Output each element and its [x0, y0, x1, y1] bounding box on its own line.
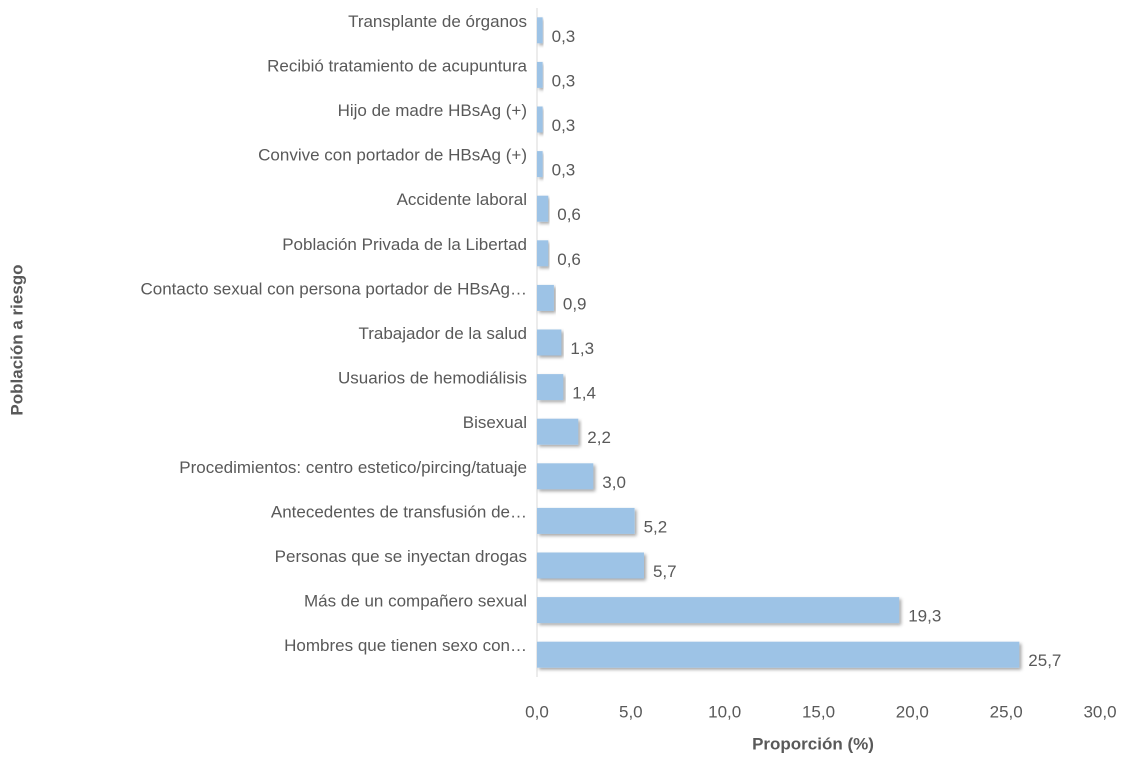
bar — [537, 329, 562, 356]
value-label: 5,2 — [644, 517, 668, 536]
y-tick-label: Usuarios de hemodiálisis — [338, 369, 527, 388]
bar — [537, 463, 594, 490]
y-tick-label: Contacto sexual con persona portador de … — [140, 279, 527, 298]
value-label: 19,3 — [908, 607, 941, 626]
y-tick-label: Procedimientos: centro estetico/pircing/… — [179, 458, 527, 477]
value-label: 0,3 — [552, 161, 576, 180]
y-tick-label: Accidente laboral — [397, 190, 527, 209]
y-tick-label: Hombres que tienen sexo con… — [284, 636, 527, 655]
y-tick-label: Trabajador de la salud — [358, 324, 527, 343]
x-tick-label: 25,0 — [990, 702, 1023, 721]
x-tick-label: 30,0 — [1083, 702, 1116, 721]
bar — [537, 507, 635, 534]
y-tick-label: Hijo de madre HBsAg (+) — [338, 101, 527, 120]
bar — [537, 597, 900, 624]
bar — [537, 106, 543, 133]
bar — [537, 151, 543, 178]
bar — [537, 418, 579, 445]
y-tick-label: Convive con portador de HBsAg (+) — [258, 146, 527, 165]
bar — [537, 17, 543, 44]
bar — [537, 284, 554, 311]
value-label: 2,2 — [587, 428, 611, 447]
x-tick-label: 0,0 — [525, 702, 549, 721]
y-tick-label: Recibió tratamiento de acupuntura — [267, 56, 527, 75]
bar — [537, 641, 1020, 668]
bar — [537, 374, 564, 401]
bar — [537, 240, 549, 267]
value-label: 5,7 — [653, 562, 677, 581]
x-tick-label: 10,0 — [708, 702, 741, 721]
x-axis-label: Proporción (%) — [752, 734, 874, 753]
y-tick-label: Transplante de órganos — [348, 12, 527, 31]
value-label: 1,4 — [572, 384, 596, 403]
value-label: 25,7 — [1028, 651, 1061, 670]
bar — [537, 552, 644, 579]
y-tick-label: Más de un compañero sexual — [304, 592, 527, 611]
bar — [537, 195, 549, 222]
value-label: 0,3 — [552, 116, 576, 135]
value-label: 0,6 — [557, 205, 581, 224]
x-tick-label: 15,0 — [802, 702, 835, 721]
y-axis-label: Población a riesgo — [7, 264, 26, 415]
value-label: 0,3 — [552, 71, 576, 90]
value-label: 3,0 — [602, 473, 626, 492]
y-tick-label: Antecedentes de transfusión de… — [271, 502, 527, 521]
value-label: 0,3 — [552, 27, 576, 46]
y-tick-label: Personas que se inyectan drogas — [275, 547, 527, 566]
y-tick-label: Población Privada de la Libertad — [282, 235, 527, 254]
y-tick-label: Bisexual — [463, 413, 527, 432]
value-label: 1,3 — [570, 339, 594, 358]
x-tick-label: 20,0 — [896, 702, 929, 721]
value-label: 0,6 — [557, 250, 581, 269]
x-tick-label: 5,0 — [619, 702, 643, 721]
value-label: 0,9 — [563, 294, 587, 313]
bar — [537, 61, 543, 88]
